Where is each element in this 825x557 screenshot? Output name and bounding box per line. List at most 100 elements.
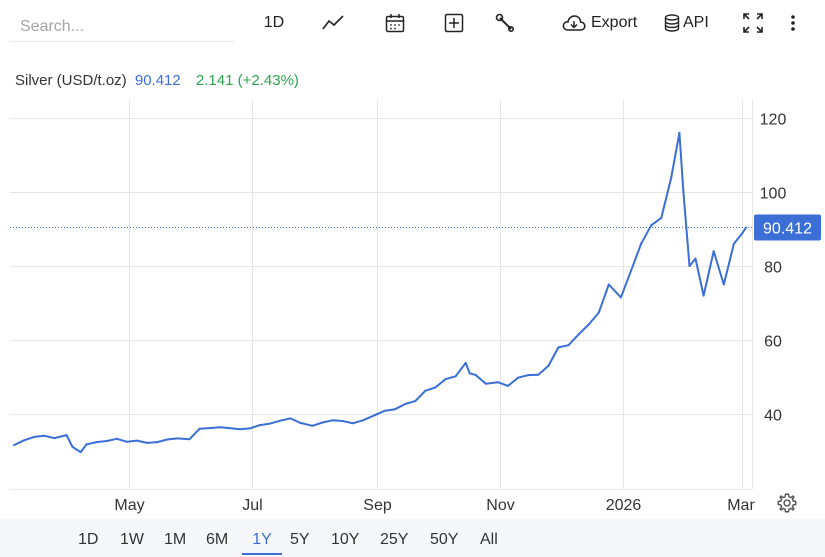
data-point[interactable] bbox=[23, 439, 26, 442]
chart-settings-gear-icon[interactable] bbox=[776, 492, 798, 514]
settings-tools-button[interactable] bbox=[494, 10, 516, 36]
data-point[interactable] bbox=[660, 216, 663, 219]
data-point[interactable] bbox=[394, 408, 397, 411]
data-point[interactable] bbox=[269, 422, 272, 425]
data-point[interactable] bbox=[115, 437, 118, 440]
data-point[interactable] bbox=[496, 381, 499, 384]
data-point[interactable] bbox=[424, 389, 427, 392]
data-point[interactable] bbox=[640, 242, 643, 245]
data-point[interactable] bbox=[188, 438, 191, 441]
data-point[interactable] bbox=[33, 435, 36, 438]
data-point[interactable] bbox=[454, 375, 457, 378]
data-point[interactable] bbox=[537, 373, 540, 376]
more-options-button[interactable] bbox=[783, 10, 803, 36]
data-point[interactable] bbox=[527, 374, 530, 377]
data-point[interactable] bbox=[547, 364, 550, 367]
data-point[interactable] bbox=[607, 283, 610, 286]
calendar-button[interactable] bbox=[384, 10, 406, 36]
range-1d[interactable]: 1D bbox=[78, 531, 99, 548]
data-point[interactable] bbox=[740, 232, 743, 235]
data-point[interactable] bbox=[587, 323, 590, 326]
data-point[interactable] bbox=[13, 444, 15, 447]
data-point[interactable] bbox=[156, 441, 159, 444]
data-point[interactable] bbox=[517, 376, 520, 379]
data-point[interactable] bbox=[299, 421, 302, 424]
data-point[interactable] bbox=[341, 420, 344, 422]
data-point[interactable] bbox=[597, 311, 600, 314]
data-point[interactable] bbox=[53, 437, 56, 440]
data-point[interactable] bbox=[434, 386, 437, 389]
data-point[interactable] bbox=[351, 422, 354, 425]
data-point[interactable] bbox=[125, 440, 128, 443]
data-point[interactable] bbox=[384, 409, 386, 412]
data-point[interactable] bbox=[259, 424, 261, 427]
data-point[interactable] bbox=[630, 269, 632, 272]
data-point[interactable] bbox=[65, 434, 68, 437]
data-point[interactable] bbox=[166, 438, 169, 441]
data-point[interactable] bbox=[464, 361, 467, 364]
data-point[interactable] bbox=[468, 372, 471, 375]
range-25y[interactable]: 25Y bbox=[380, 531, 409, 548]
data-point[interactable] bbox=[289, 417, 292, 420]
api-button[interactable]: API bbox=[664, 10, 716, 36]
data-point[interactable] bbox=[404, 403, 407, 405]
data-point[interactable] bbox=[208, 427, 211, 430]
data-point[interactable] bbox=[694, 257, 697, 260]
data-point[interactable] bbox=[218, 426, 221, 429]
fullscreen-button[interactable] bbox=[741, 10, 765, 36]
data-point[interactable] bbox=[374, 414, 376, 417]
data-point[interactable] bbox=[444, 378, 447, 381]
data-point[interactable] bbox=[43, 434, 46, 437]
data-point[interactable] bbox=[682, 191, 685, 193]
range-all[interactable]: All bbox=[480, 531, 498, 548]
data-point[interactable] bbox=[176, 437, 179, 440]
data-point[interactable] bbox=[331, 419, 334, 422]
price-chart[interactable]: 40 60 80 100 120 May Jul Sep Nov 2026 Mar 90.412 bbox=[0, 0, 825, 519]
range-10y[interactable]: 10Y bbox=[331, 531, 360, 548]
range-6m[interactable]: 6M bbox=[206, 531, 229, 548]
data-point[interactable] bbox=[678, 131, 681, 134]
range-5y[interactable]: 5Y bbox=[290, 531, 310, 548]
data-point[interactable] bbox=[228, 427, 231, 430]
range-50y[interactable]: 50Y bbox=[430, 531, 459, 548]
data-point[interactable] bbox=[722, 283, 725, 286]
data-point[interactable] bbox=[361, 419, 364, 422]
data-point[interactable] bbox=[238, 428, 241, 431]
data-point[interactable] bbox=[567, 344, 570, 347]
data-point[interactable] bbox=[79, 451, 82, 454]
data-point[interactable] bbox=[650, 224, 653, 227]
data-point[interactable] bbox=[414, 400, 417, 403]
data-point[interactable] bbox=[136, 439, 138, 442]
data-point[interactable] bbox=[577, 333, 580, 336]
data-point[interactable] bbox=[474, 374, 477, 377]
data-point[interactable] bbox=[105, 440, 108, 442]
range-1y[interactable]: 1Y bbox=[242, 526, 282, 555]
data-point[interactable] bbox=[688, 265, 691, 267]
line-chart-button[interactable] bbox=[321, 10, 345, 36]
data-point[interactable] bbox=[198, 427, 201, 430]
data-point[interactable] bbox=[248, 427, 251, 430]
data-point[interactable] bbox=[745, 226, 747, 229]
data-point[interactable] bbox=[321, 421, 324, 424]
data-point[interactable] bbox=[507, 384, 509, 387]
range-1w[interactable]: 1W bbox=[120, 531, 144, 548]
data-point[interactable] bbox=[279, 419, 282, 422]
add-indicator-button[interactable] bbox=[443, 10, 465, 36]
data-point[interactable] bbox=[146, 441, 149, 444]
data-point[interactable] bbox=[95, 441, 98, 444]
data-point[interactable] bbox=[85, 443, 88, 446]
data-point[interactable] bbox=[311, 424, 314, 427]
data-point[interactable] bbox=[712, 250, 715, 253]
price-series-line[interactable] bbox=[13, 131, 747, 454]
data-point[interactable] bbox=[702, 294, 705, 297]
interval-button[interactable]: 1D bbox=[262, 10, 286, 36]
export-button[interactable]: Export bbox=[562, 10, 642, 36]
range-1m[interactable]: 1M bbox=[164, 531, 187, 548]
search-input[interactable] bbox=[10, 12, 234, 42]
data-point[interactable] bbox=[557, 346, 560, 349]
data-point[interactable] bbox=[670, 176, 673, 179]
data-point[interactable] bbox=[484, 382, 487, 385]
data-point[interactable] bbox=[619, 296, 622, 299]
data-point[interactable] bbox=[71, 445, 74, 448]
data-point[interactable] bbox=[732, 242, 735, 245]
